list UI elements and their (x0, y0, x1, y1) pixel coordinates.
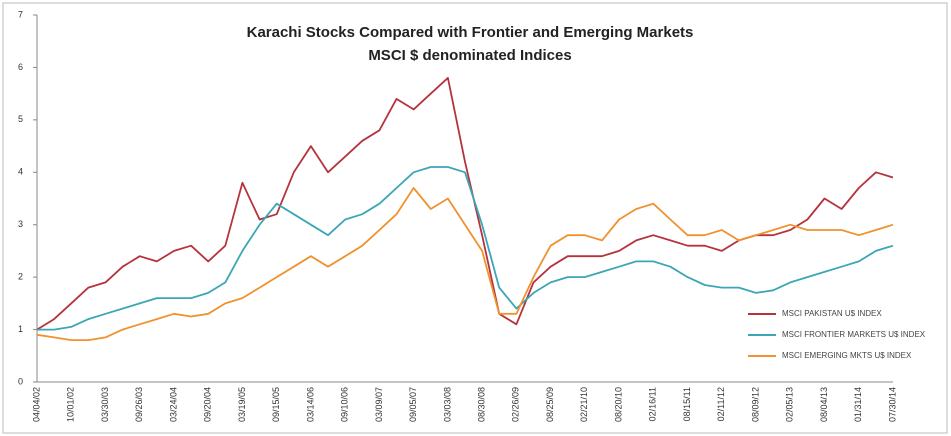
legend-label: MSCI PAKISTAN U$ INDEX (782, 309, 882, 318)
x-tick-label: 09/05/07 (408, 387, 418, 422)
series-line (37, 166, 894, 331)
y-tick-label: 2 (18, 272, 23, 282)
y-tick-label: 7 (18, 9, 23, 19)
y-tick-label: 5 (18, 114, 23, 124)
x-tick-label: 04/04/02 (31, 387, 41, 422)
x-tick-label: 08/20/10 (613, 387, 623, 422)
x-tick-label: 03/14/06 (305, 387, 315, 422)
x-tick-label: 02/16/11 (648, 387, 658, 421)
y-tick-label: 6 (18, 62, 23, 72)
x-tick-label: 08/04/13 (819, 387, 829, 422)
x-tick-label: 08/25/09 (545, 387, 555, 422)
x-tick-label: 08/15/11 (682, 387, 692, 421)
x-tick-label: 09/20/04 (203, 387, 213, 422)
x-tick-label: 09/15/05 (271, 387, 281, 422)
x-tick-label: 03/03/08 (442, 387, 452, 422)
x-tick-label: 01/31/14 (853, 387, 863, 422)
x-tick-label: 10/01/02 (66, 387, 76, 422)
x-tick-label: 03/19/05 (237, 387, 247, 422)
x-tick-label: 02/11/12 (716, 387, 726, 421)
y-tick-label: 1 (18, 324, 23, 334)
x-tick-label: 03/24/04 (168, 387, 178, 422)
x-tick-label: 08/30/08 (476, 387, 486, 422)
y-tick-label: 0 (18, 376, 23, 386)
x-tick-label: 02/26/09 (511, 387, 521, 422)
legend-label: MSCI FRONTIER MARKETS U$ INDEX (782, 330, 926, 339)
x-tick-label: 09/26/03 (134, 387, 144, 422)
x-tick-label: 03/30/03 (100, 387, 110, 422)
series-line (36, 187, 894, 341)
x-tick-label: 08/09/12 (750, 387, 760, 422)
x-tick-label: 03/09/07 (374, 387, 384, 422)
x-tick-label: 07/30/14 (887, 387, 897, 422)
x-tick-label: 09/10/06 (340, 387, 350, 422)
y-tick-label: 3 (18, 219, 23, 229)
y-tick-label: 4 (18, 167, 23, 177)
chart-subtitle: MSCI $ denominated Indices (368, 47, 571, 64)
chart-title: Karachi Stocks Compared with Frontier an… (247, 24, 694, 41)
x-tick-label: 02/05/13 (785, 387, 795, 422)
x-tick-label: 02/21/10 (579, 387, 589, 422)
legend-label: MSCI EMERGING MKTS U$ INDEX (782, 351, 912, 360)
